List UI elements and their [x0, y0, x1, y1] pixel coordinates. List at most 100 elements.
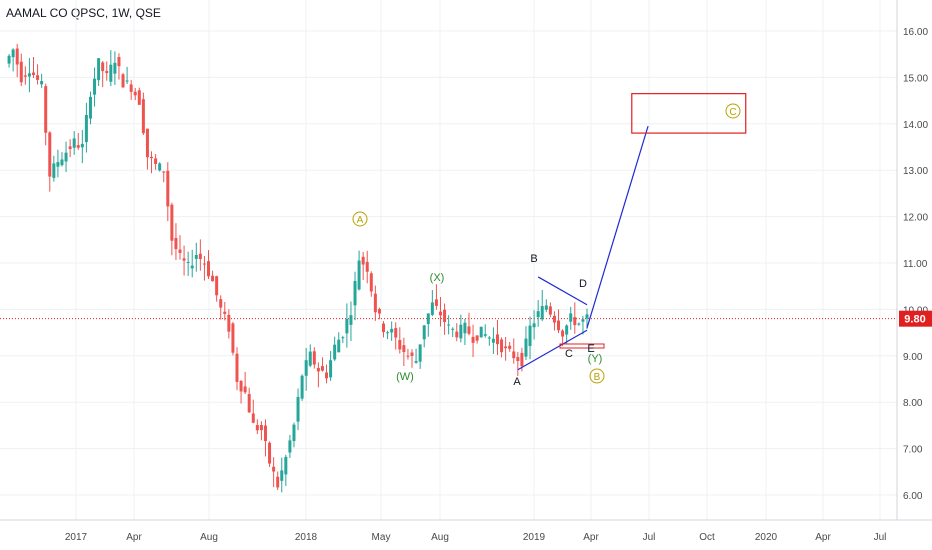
- time-tick-label: Apr: [583, 532, 599, 543]
- wave-label-A-circled: A: [352, 211, 368, 227]
- candle-down: [137, 90, 141, 105]
- candle-up: [422, 325, 426, 340]
- candle-down: [129, 84, 133, 92]
- target-box: [631, 93, 747, 134]
- candle-down: [500, 339, 504, 353]
- candle-down: [402, 345, 406, 352]
- candle-down: [316, 367, 320, 372]
- wave-label-Y: (Y): [588, 353, 603, 365]
- candle-down: [272, 466, 276, 472]
- candle-down: [276, 476, 280, 488]
- wave-label-e: E: [587, 343, 594, 355]
- price-tick-label: 9.00: [903, 352, 923, 363]
- time-tick-label: 2018: [295, 532, 318, 543]
- candle-up: [386, 332, 390, 334]
- candle-down: [15, 48, 19, 65]
- candle-up: [280, 470, 284, 481]
- elliott-wave-annotations: [517, 93, 747, 371]
- chart-title: AAMAL CO QPSC, 1W, QSE: [6, 6, 161, 20]
- candle-up: [544, 305, 548, 310]
- candle-up: [569, 313, 573, 322]
- candle-down: [198, 253, 202, 260]
- candle-up: [109, 64, 113, 82]
- candle-up: [186, 261, 190, 263]
- time-tick-label: 2017: [65, 532, 88, 543]
- candle-up: [532, 323, 536, 328]
- candle-down: [48, 132, 52, 177]
- wave-label-W: (W): [396, 371, 414, 383]
- candle-up: [341, 337, 345, 339]
- candle-up: [7, 55, 11, 64]
- price-tick-label: 16.00: [903, 27, 928, 38]
- candle-down: [145, 128, 149, 158]
- candle-down: [512, 351, 516, 359]
- candle-down: [263, 425, 267, 442]
- candle-down: [382, 323, 386, 333]
- price-tick-label: 7.00: [903, 445, 923, 456]
- candle-down: [231, 323, 235, 353]
- candle-up: [353, 280, 357, 306]
- candle-up: [426, 313, 430, 324]
- candle-down: [166, 170, 170, 207]
- time-tick-label: 2019: [523, 532, 546, 543]
- candle-down: [312, 351, 316, 365]
- candle-down: [121, 74, 125, 88]
- candle-down: [516, 357, 520, 362]
- candle-up: [451, 328, 455, 330]
- wave-label-C-circled: C: [725, 103, 741, 119]
- time-tick-label: Jul: [643, 532, 656, 543]
- candle-down: [520, 352, 524, 367]
- candle-up: [418, 344, 422, 362]
- candle-down: [455, 331, 459, 338]
- candle-down: [141, 99, 145, 134]
- candle-up: [463, 322, 467, 334]
- candle-down: [105, 70, 109, 74]
- candle-down: [365, 261, 369, 272]
- price-axis[interactable]: 6.007.008.009.0010.0011.0012.0013.0014.0…: [903, 27, 928, 502]
- candle-down: [573, 317, 577, 326]
- candle-down: [377, 309, 381, 314]
- candle-down: [259, 425, 263, 431]
- candle-up: [414, 360, 418, 363]
- time-tick-label: Apr: [126, 532, 142, 543]
- time-tick-label: Apr: [815, 532, 831, 543]
- candle-down: [68, 146, 72, 150]
- time-axis[interactable]: 2017 Apr Aug 2018 May Aug 2019 Apr Jul Oct 2020 Apr…: [65, 532, 887, 543]
- candle-down: [508, 345, 512, 349]
- time-tick-label: Jul: [874, 532, 887, 543]
- candle-up: [88, 96, 92, 119]
- candle-down: [320, 366, 324, 371]
- candle-up: [93, 78, 97, 95]
- candle-up: [56, 162, 60, 167]
- candle-down: [394, 328, 398, 338]
- candle-down: [202, 263, 206, 265]
- wave-label-X: (X): [430, 272, 445, 284]
- candle-up: [97, 58, 101, 81]
- candle-up: [72, 138, 76, 148]
- candle-down: [251, 413, 255, 423]
- price-tick-label: 11.00: [903, 259, 928, 270]
- candle-down: [182, 258, 186, 261]
- candle-down: [475, 335, 479, 341]
- candle-down: [76, 145, 80, 148]
- svg-text:C: C: [729, 107, 736, 118]
- candle-up: [585, 314, 589, 319]
- candle-down: [467, 326, 471, 334]
- candle-down: [410, 352, 414, 356]
- candle-up: [64, 152, 68, 162]
- time-tick-label: Aug: [200, 532, 218, 543]
- candle-down: [117, 56, 121, 67]
- candle-up: [447, 324, 451, 326]
- candle-down: [36, 75, 40, 80]
- candle-up: [577, 323, 581, 325]
- candle-down: [19, 61, 23, 83]
- candle-down: [239, 380, 243, 392]
- candle-down: [247, 394, 251, 413]
- candle-up: [345, 319, 349, 334]
- candle-up: [11, 49, 15, 58]
- time-tick-label: 2020: [755, 532, 778, 543]
- wave-label-c: C: [565, 348, 573, 360]
- candle-down: [398, 339, 402, 350]
- candle-down: [44, 86, 48, 133]
